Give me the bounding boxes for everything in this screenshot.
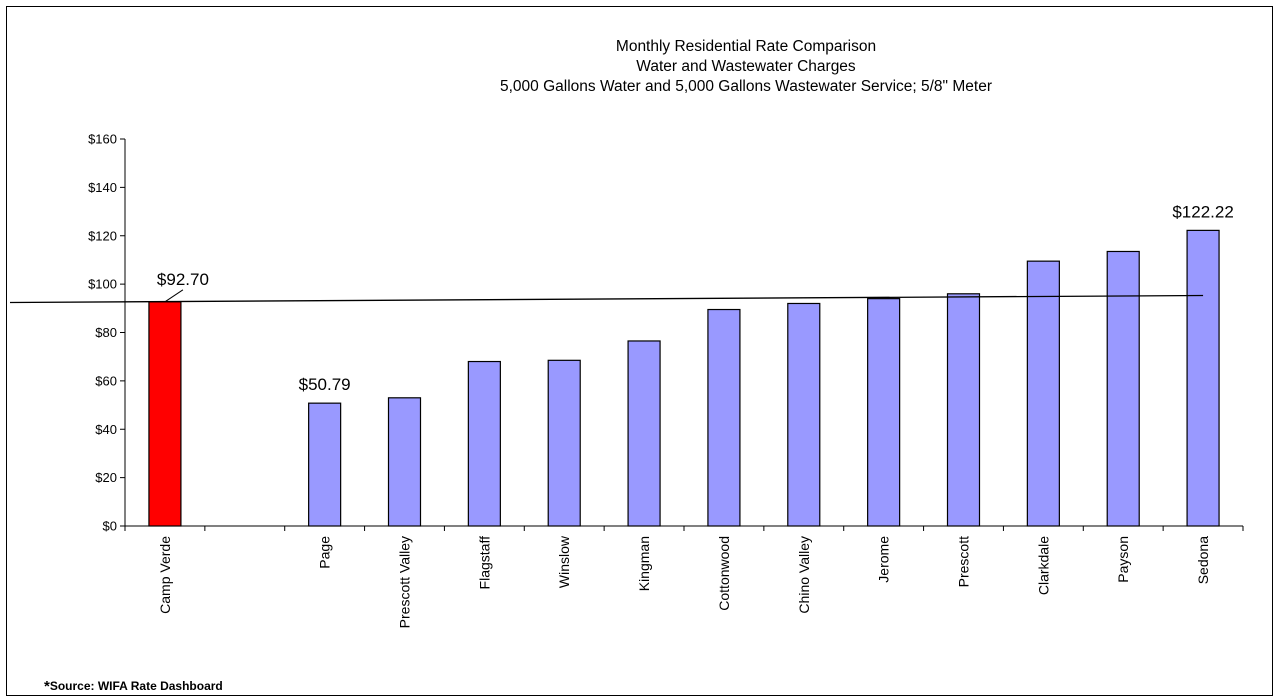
bar-winslow (547, 359, 581, 527)
bar-camp-verde (148, 301, 182, 527)
bar-clarkdale (1026, 260, 1060, 527)
annotation-label: $92.70 (157, 270, 209, 289)
x-tick-label: Page (317, 536, 333, 569)
footnote-text: Source: WIFA Rate Dashboard (49, 679, 223, 693)
y-tick-label: $60 (95, 373, 117, 388)
bar-sedona (1186, 229, 1220, 527)
x-tick-label: Sedona (1195, 536, 1211, 584)
x-tick-label: Payson (1115, 536, 1131, 583)
annotation-label: $50.79 (299, 375, 351, 394)
bar-flagstaff (467, 360, 501, 527)
x-tick-label: Winslow (556, 535, 572, 588)
bar-prescott (946, 293, 981, 527)
x-tick-label: Cottonwood (716, 536, 732, 611)
chart-title-line-1: Monthly Residential Rate Comparison (616, 38, 876, 55)
x-tick-label: Jerome (876, 536, 892, 583)
bar-cottonwood (707, 308, 741, 527)
bar-kingman (627, 340, 661, 527)
trendline (9, 294, 1204, 304)
footnote-marker: * (44, 678, 50, 695)
y-tick-label: $20 (95, 470, 117, 485)
annotation-leader (164, 289, 184, 303)
y-tick-label: $120 (88, 228, 117, 243)
annotations-group: $92.70 $50.79 $122.22 (157, 202, 1234, 394)
y-tick-label: $100 (88, 277, 117, 292)
bar-payson (1106, 250, 1140, 527)
bar-chino-valley (787, 302, 821, 527)
y-tick-label: $140 (88, 180, 117, 195)
y-tick-label: $160 (88, 132, 117, 147)
x-tick-label: Clarkdale (1035, 536, 1051, 595)
bar-page (308, 402, 342, 527)
chart-title-line-2: Water and Wastewater Charges (636, 58, 856, 75)
y-tick-label: $0 (103, 519, 117, 534)
x-tick-label: Prescott Valley (397, 536, 413, 628)
bar-jerome (867, 298, 901, 527)
bar-prescott-valley (387, 397, 422, 527)
x-tick-label: Chino Valley (796, 536, 812, 614)
chart-title-line-3: 5,000 Gallons Water and 5,000 Gallons Wa… (500, 78, 992, 95)
y-tick-label: $40 (95, 422, 117, 437)
y-tick-label: $80 (95, 325, 117, 340)
source-footnote: *Source: WIFA Rate Dashboard (44, 677, 223, 695)
x-tick-label: Kingman (636, 536, 652, 591)
x-tick-label: Flagstaff (476, 536, 492, 590)
x-tick-label: Prescott (956, 536, 972, 587)
axes-group: $0 $20 $40 $60 $80 $100 $120 $140 $160 Camp Verde… (88, 132, 1244, 628)
trendline-group (9, 294, 1204, 304)
bars-group (148, 229, 1220, 527)
x-tick-label: Camp Verde (157, 536, 173, 614)
annotation-label: $122.22 (1172, 202, 1233, 221)
chart-title: Monthly Residential Rate Comparison Wate… (500, 38, 992, 95)
